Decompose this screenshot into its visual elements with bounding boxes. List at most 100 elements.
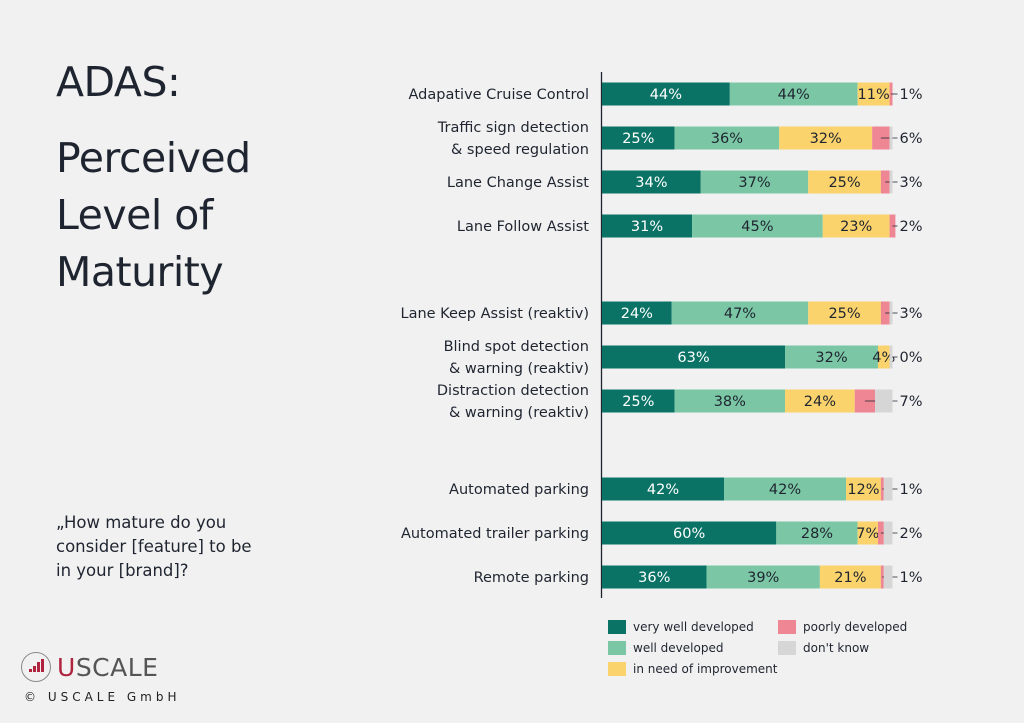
bar-segment-in-need-of-improvement bbox=[808, 301, 881, 325]
bar-segment-very-well-developed bbox=[602, 214, 693, 238]
bar-segment-in-need-of-improvement bbox=[822, 214, 890, 238]
category-label: Distraction detection & warning (reaktiv) bbox=[437, 383, 589, 421]
legend-swatch bbox=[778, 641, 796, 655]
data-label-outside: 1% bbox=[900, 87, 923, 103]
legend-label: poorly developed bbox=[803, 620, 908, 634]
data-label: 36% bbox=[711, 131, 743, 147]
bar-segment-in-need-of-improvement bbox=[846, 477, 881, 501]
data-label: 25% bbox=[828, 175, 860, 191]
bar-segment-well-developed bbox=[776, 521, 858, 545]
category-label: Blind spot detection & warning (reaktiv) bbox=[444, 339, 589, 377]
logo-wordmark: USCALE bbox=[57, 652, 159, 682]
data-label: 44% bbox=[650, 87, 682, 103]
category-label-line: & warning (reaktiv) bbox=[449, 361, 589, 377]
data-label: 37% bbox=[738, 175, 770, 191]
data-label-outside: 0% bbox=[900, 350, 923, 366]
bar-segment-very-well-developed bbox=[602, 345, 786, 369]
data-label-outside: 1% bbox=[900, 570, 923, 586]
category-label: Remote parking bbox=[474, 570, 589, 586]
category-label-line: & speed regulation bbox=[451, 142, 589, 158]
legend-label: well developed bbox=[633, 641, 724, 655]
data-label-outside: 3% bbox=[900, 175, 923, 191]
data-label-outside: 3% bbox=[900, 306, 923, 322]
bar-segment-in-need-of-improvement bbox=[857, 82, 890, 106]
data-label: 47% bbox=[724, 306, 756, 322]
data-label: 34% bbox=[635, 175, 667, 191]
data-label: 42% bbox=[647, 482, 679, 498]
bar-segment-very-well-developed bbox=[602, 82, 730, 106]
data-label-outside: 1% bbox=[900, 482, 923, 498]
data-label: 24% bbox=[804, 394, 836, 410]
data-label: 25% bbox=[828, 306, 860, 322]
bar-segment-well-developed bbox=[692, 214, 823, 238]
bar-segment-very-well-developed bbox=[602, 521, 777, 545]
bar-segment-dont-know bbox=[875, 389, 893, 413]
category-label: Automated trailer parking bbox=[401, 526, 589, 542]
bar-segment-in-need-of-improvement bbox=[808, 170, 881, 194]
legend-item: very well developed bbox=[608, 620, 754, 634]
data-label: 45% bbox=[741, 219, 773, 235]
bar-segment-very-well-developed bbox=[602, 301, 672, 325]
bar-segment-in-need-of-improvement bbox=[779, 126, 873, 150]
bar-segment-in-need-of-improvement bbox=[877, 345, 890, 369]
bar-segment-in-need-of-improvement bbox=[819, 565, 881, 589]
data-label: 24% bbox=[621, 306, 653, 322]
bar-segment-in-need-of-improvement bbox=[785, 389, 855, 413]
category-label: Automated parking bbox=[449, 482, 589, 498]
copyright-notice: © USCALE GmbH bbox=[24, 690, 181, 704]
data-label: 21% bbox=[834, 570, 866, 586]
data-label-outside: 2% bbox=[900, 526, 923, 542]
legend-label: very well developed bbox=[633, 620, 754, 634]
bar-segment-well-developed bbox=[724, 477, 847, 501]
bar-segment-dont-know bbox=[889, 301, 893, 325]
data-label: 12% bbox=[847, 482, 879, 498]
data-label: 63% bbox=[677, 350, 709, 366]
bar-segment-dont-know bbox=[889, 345, 893, 369]
data-label: 25% bbox=[622, 394, 654, 410]
data-label: 4% bbox=[872, 350, 895, 366]
legend-swatch bbox=[778, 620, 796, 634]
bar-segment-well-developed bbox=[671, 301, 809, 325]
category-label: Adapative Cruise Control bbox=[409, 87, 589, 103]
data-label: 25% bbox=[622, 131, 654, 147]
legend-label: don't know bbox=[803, 641, 870, 655]
legend-item: poorly developed bbox=[778, 620, 907, 634]
bar-segment-well-developed bbox=[706, 565, 820, 589]
bar-segment-very-well-developed bbox=[602, 565, 707, 589]
bar-segment-dont-know bbox=[883, 477, 893, 501]
data-label: 36% bbox=[638, 570, 670, 586]
page-title-prefix: ADAS: bbox=[56, 58, 181, 106]
legend-label: in need of improvement bbox=[633, 662, 778, 676]
uscale-logo: USCALE bbox=[21, 650, 158, 684]
legend-swatch bbox=[608, 662, 626, 676]
survey-question: „How mature do you consider [feature] to… bbox=[56, 513, 252, 580]
bar-segment-dont-know bbox=[889, 170, 893, 194]
data-label: 32% bbox=[815, 350, 847, 366]
category-label: Lane Keep Assist (reaktiv) bbox=[401, 306, 590, 322]
signal-bars-icon bbox=[21, 652, 51, 682]
category-label: Traffic sign detection & speed regulation bbox=[437, 120, 589, 158]
data-label: 44% bbox=[778, 87, 810, 103]
category-label: Lane Change Assist bbox=[447, 175, 589, 191]
bar-segment-well-developed bbox=[674, 126, 780, 150]
data-label: 23% bbox=[840, 219, 872, 235]
legend-item: well developed bbox=[608, 641, 723, 655]
legend-item: don't know bbox=[778, 641, 869, 655]
data-label: 60% bbox=[673, 526, 705, 542]
data-label: 7% bbox=[856, 526, 879, 542]
data-label-outside: 7% bbox=[900, 394, 923, 410]
category-label-line: Blind spot detection bbox=[444, 339, 589, 355]
legend-swatch bbox=[608, 641, 626, 655]
bar-segment-well-developed bbox=[729, 82, 858, 106]
bar-segment-well-developed bbox=[700, 170, 809, 194]
bar-segment-in-need-of-improvement bbox=[857, 521, 878, 545]
bar-segment-very-well-developed bbox=[602, 389, 675, 413]
bar-segment-dont-know bbox=[889, 126, 893, 150]
data-label-outside: 2% bbox=[900, 219, 923, 235]
category-label-line: Distraction detection bbox=[437, 383, 589, 399]
data-label: 32% bbox=[810, 131, 842, 147]
bar-segment-very-well-developed bbox=[602, 170, 701, 194]
data-label: 28% bbox=[801, 526, 833, 542]
data-label: 39% bbox=[747, 570, 779, 586]
data-label: 38% bbox=[714, 394, 746, 410]
